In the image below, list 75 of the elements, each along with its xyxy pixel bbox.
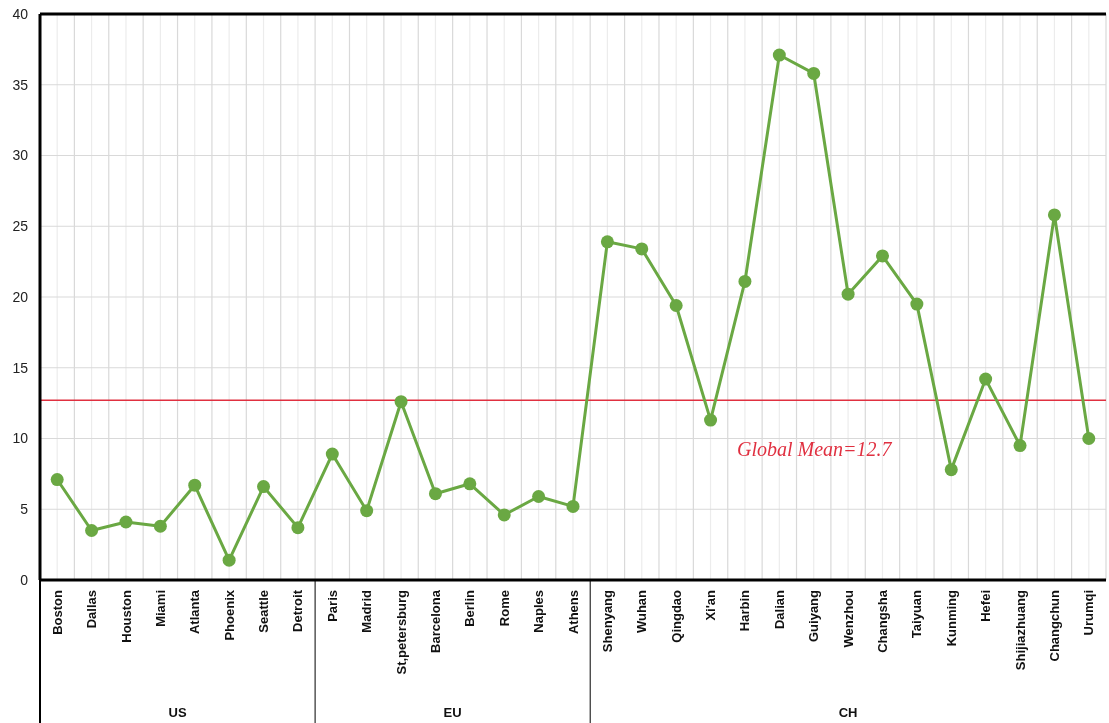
point — [600, 235, 614, 249]
point — [566, 499, 580, 513]
point — [1082, 432, 1096, 445]
point — [360, 504, 374, 518]
point — [222, 553, 236, 567]
y-tick-label: 15 — [12, 359, 29, 376]
ref-line-label: Global Mean=12.7 — [737, 438, 893, 461]
y-tick-label: 25 — [12, 218, 29, 235]
x-tick-label: Wenzhou — [840, 589, 856, 648]
point — [153, 519, 167, 533]
point — [910, 297, 924, 311]
point — [635, 242, 649, 256]
point — [1047, 208, 1061, 222]
x-tick-label: Paris — [324, 590, 340, 622]
x-tick-label: Harbin — [737, 589, 753, 632]
point — [497, 508, 511, 522]
point — [119, 515, 133, 529]
x-tick-label: Boston — [49, 589, 65, 635]
point — [85, 523, 99, 537]
point — [428, 487, 442, 501]
point — [875, 249, 889, 263]
x-tick-label: Miami — [152, 590, 168, 627]
x-tick-label: Kunming — [943, 589, 959, 647]
x-tick-label: Wuhan — [634, 589, 650, 634]
point — [257, 480, 271, 494]
x-tick-label: Rome — [496, 590, 512, 627]
x-tick-label: Xi'an — [703, 589, 719, 621]
x-tick-label: Changsha — [875, 589, 891, 653]
x-tick-label: Detroit — [290, 589, 306, 632]
point — [772, 48, 786, 62]
x-tick-label: Taiyuan — [909, 589, 925, 639]
x-tick-label: Guiyang — [806, 589, 822, 643]
point — [979, 372, 993, 386]
text: CH — [838, 704, 858, 720]
point — [325, 447, 339, 461]
y-tick-label: 10 — [12, 430, 29, 447]
x-tick-label: Naples — [531, 590, 547, 633]
y-tick-label: 35 — [12, 76, 29, 93]
point — [841, 287, 855, 301]
point — [738, 274, 752, 288]
text: US — [168, 704, 187, 720]
y-tick-label: 20 — [12, 288, 29, 305]
point — [1013, 439, 1027, 453]
x-tick-label: Changchun — [1046, 589, 1062, 662]
point — [188, 478, 202, 492]
x-tick-label: Dalian — [771, 589, 787, 630]
x-tick-label: Barcelona — [428, 589, 443, 653]
text: EU — [443, 704, 462, 720]
x-tick-label: Urumqi — [1081, 590, 1097, 636]
x-tick-label: Phoenix — [221, 589, 237, 641]
y-tick-label: 0 — [20, 571, 29, 588]
x-tick-label: Houston — [118, 589, 134, 643]
y-tick-label: 5 — [20, 501, 29, 518]
y-tick-label: 30 — [12, 147, 29, 164]
x-tick-label: Madrid — [359, 589, 375, 633]
x-tick-label: Shenyang — [599, 589, 615, 653]
x-tick-label: Seattle — [256, 590, 272, 633]
x-tick-label: Berlin — [462, 589, 478, 627]
y-tick-label: 40 — [12, 5, 29, 22]
x-tick-label: Dallas — [84, 590, 100, 629]
point — [50, 473, 64, 487]
point — [944, 463, 958, 477]
point — [704, 413, 718, 427]
point — [669, 298, 683, 312]
x-tick-label: Shijiazhuang — [1012, 589, 1028, 671]
x-tick-label: Qingdao — [668, 589, 684, 643]
x-tick-label: Athens — [565, 590, 581, 635]
point — [291, 521, 305, 535]
x-tick-label: Atlanta — [187, 589, 203, 635]
x-tick-label: St,petersburg — [393, 589, 409, 675]
point — [394, 395, 408, 409]
point — [463, 477, 477, 491]
point — [807, 66, 821, 80]
x-tick-label: Hefei — [978, 590, 994, 622]
point — [532, 490, 546, 504]
